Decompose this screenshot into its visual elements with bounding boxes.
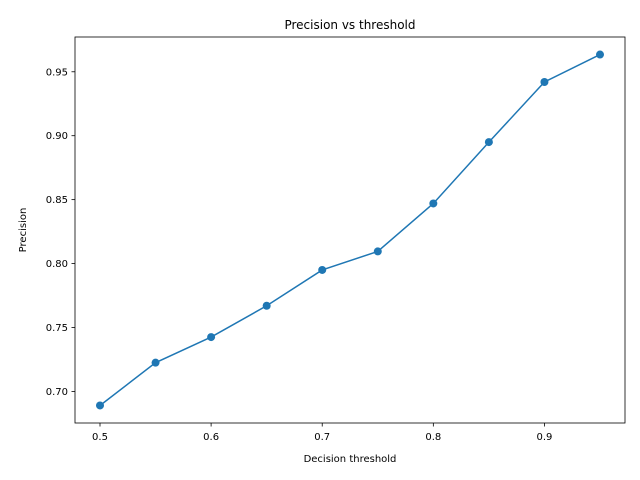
y-tick-label: 0.90 (46, 131, 68, 142)
y-axis-label: Precision (18, 208, 29, 253)
data-point (96, 401, 104, 410)
x-tick-label: 0.7 (314, 432, 330, 443)
data-point (207, 333, 216, 342)
data-point (484, 138, 493, 147)
y-tick-label: 0.85 (46, 195, 68, 206)
y-tick-label: 0.80 (46, 259, 68, 270)
x-tick-label: 0.8 (425, 432, 441, 443)
x-tick-label: 0.5 (92, 432, 108, 443)
data-point (596, 50, 604, 59)
series-layer (96, 50, 604, 410)
data-point (151, 358, 160, 367)
x-tick-label: 0.9 (536, 432, 552, 443)
x-tick-label: 0.6 (203, 432, 219, 443)
x-axis: 0.5 0.6 0.7 0.8 0.9 (92, 423, 552, 443)
data-point (262, 301, 271, 310)
y-tick-label: 0.70 (46, 387, 68, 398)
y-tick-label: 0.75 (46, 323, 68, 334)
data-point (429, 199, 438, 208)
y-tick-label: 0.95 (46, 67, 68, 78)
data-point (373, 247, 382, 256)
chart-title: Precision vs threshold (284, 18, 415, 32)
plot-frame (74, 36, 626, 424)
data-point (318, 265, 327, 274)
y-axis: 0.70 0.75 0.80 0.85 0.90 0.95 (46, 67, 75, 398)
x-axis-label: Decision threshold (304, 454, 397, 465)
data-point (540, 78, 549, 87)
series-line (99, 53, 601, 407)
